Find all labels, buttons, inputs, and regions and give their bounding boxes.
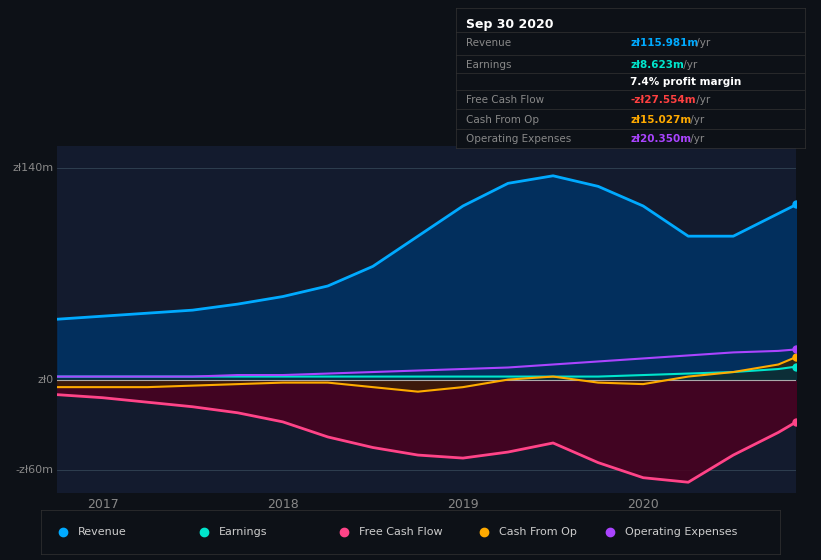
Text: zł8.623m: zł8.623m (631, 60, 684, 70)
Text: /yr: /yr (681, 60, 698, 70)
Text: Earnings: Earnings (466, 60, 511, 70)
Text: /yr: /yr (686, 134, 704, 144)
Text: zł0: zł0 (38, 375, 54, 385)
Text: -zł27.554m: -zł27.554m (631, 95, 695, 105)
Text: Operating Expenses: Operating Expenses (466, 134, 571, 144)
Text: Revenue: Revenue (78, 527, 126, 537)
Text: Sep 30 2020: Sep 30 2020 (466, 18, 553, 31)
Text: Free Cash Flow: Free Cash Flow (466, 95, 544, 105)
Text: Free Cash Flow: Free Cash Flow (359, 527, 443, 537)
Text: /yr: /yr (693, 95, 710, 105)
Text: zł115.981m: zł115.981m (631, 38, 699, 48)
Text: /yr: /yr (686, 115, 704, 125)
Text: -zł60m: -zł60m (16, 465, 54, 475)
Text: zł20.350m: zł20.350m (631, 134, 691, 144)
Text: Revenue: Revenue (466, 38, 511, 48)
Text: zł15.027m: zł15.027m (631, 115, 691, 125)
Text: Cash From Op: Cash From Op (466, 115, 539, 125)
Text: Operating Expenses: Operating Expenses (625, 527, 737, 537)
Text: zł140m: zł140m (12, 164, 54, 173)
Text: 7.4% profit margin: 7.4% profit margin (631, 77, 741, 87)
Text: Earnings: Earnings (218, 527, 267, 537)
Text: /yr: /yr (693, 38, 710, 48)
Text: Cash From Op: Cash From Op (499, 527, 577, 537)
